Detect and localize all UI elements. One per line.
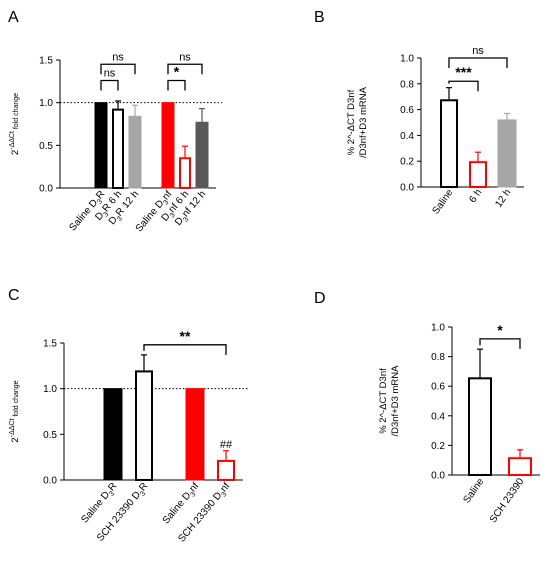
bar-a-5 (179, 157, 191, 189)
y-tick-label-c: 0.5 (43, 430, 57, 441)
bar-c-3 (185, 388, 205, 481)
significance-bracket-c-1 (143, 344, 227, 355)
bar-a-1 (94, 102, 108, 189)
bar-d-1 (468, 377, 492, 477)
significance-label-a-3: * (174, 63, 180, 79)
bar-annotation-c: ## (220, 439, 233, 451)
bar-a-3 (128, 115, 142, 189)
y-tick-label-d: 0.0 (431, 471, 445, 482)
x-tick-label-d-2: SCH 23390 (488, 476, 527, 525)
y-tick-label-c: 0.0 (43, 476, 57, 487)
y-tick-label-b: 0.4 (400, 131, 414, 142)
panel-letter-b: B (314, 9, 325, 26)
significance-label-b-1: *** (455, 64, 472, 80)
bar-a-4 (161, 102, 175, 189)
bar-d-2 (508, 457, 532, 476)
y-tick-label-a: 0.0 (39, 184, 53, 195)
panel-a: A 0.00.51.01.52-ΔΔCt fold changensns*nsS… (8, 9, 222, 235)
panel-letter-c: C (8, 287, 20, 304)
significance-bracket-a-2 (100, 63, 136, 75)
significance-label-a-2: ns (112, 51, 124, 63)
bar-b-3 (497, 119, 517, 188)
y-axis-label-c: 2-ΔΔCt fold change (9, 380, 21, 442)
y-tick-label-d: 0.2 (431, 441, 445, 452)
significance-label-d-1: * (497, 322, 503, 338)
y-tick-label-a: 0.5 (39, 141, 53, 152)
significance-bracket-a-1 (100, 79, 119, 91)
y-tick-label-b: 1.0 (400, 54, 414, 65)
panel-letter-a: A (8, 9, 19, 26)
x-tick-label-b-3: 12 h (493, 187, 513, 209)
significance-bracket-a-4 (167, 63, 203, 75)
significance-bracket-a-3 (167, 79, 186, 91)
bar-a-2 (112, 108, 124, 189)
y-tick-label-d: 1.0 (431, 323, 445, 334)
y-axis-label-d: % 2^-ΔCT D3nf/D3nf+D3 mRNA (378, 365, 401, 437)
x-tick-label-a-1: Saline D3R (67, 189, 108, 235)
y-tick-label-d: 0.6 (431, 382, 445, 393)
x-tick-label-b-2: 6 h (467, 187, 484, 205)
bar-b-2 (469, 161, 487, 188)
panel-letter-d: D (314, 290, 326, 307)
y-tick-label-b: 0.8 (400, 79, 414, 90)
bar-a-6 (195, 121, 209, 189)
significance-bracket-b-2 (448, 57, 508, 68)
panel-d: D 0.0 0.2 0.4 0.6 0.8 1.0 % 2^-ΔCT D3nf/D3nf+D… (314, 290, 540, 525)
significance-bracket-d-1 (479, 338, 521, 349)
y-tick-label-c: 1.0 (43, 384, 57, 395)
significance-label-a-1: ns (104, 67, 116, 79)
y-tick-label-b: 0.2 (400, 157, 414, 168)
y-tick-label-d: 0.8 (431, 352, 445, 363)
x-tick-label-b-1: Saline (430, 187, 455, 216)
panel-c: C 0.00.51.01.52-ΔΔCt fold change##**Sali… (8, 287, 249, 545)
x-tick-label-d-1: Saline (461, 476, 486, 505)
significance-label-a-4: ns (179, 51, 191, 63)
y-tick-label-b: 0.0 (400, 183, 414, 194)
significance-label-c-1: ** (180, 328, 191, 344)
y-tick-label-d: 0.4 (431, 411, 445, 422)
y-axis-label-b: % 2^-ΔCT D3nf/D3nf+D3 mRNA (346, 86, 369, 158)
y-tick-label-c: 1.5 (43, 339, 57, 350)
panel-b: B 0.0 0.2 0.4 0.6 0.8 1.0 % 2^-ΔCT D3nf/D3nf+D… (314, 9, 524, 217)
y-tick-label-a: 1.5 (39, 56, 53, 67)
significance-bracket-b-1 (448, 80, 479, 92)
bar-c-4 (217, 459, 235, 482)
bar-c-2 (135, 370, 153, 481)
bar-c-1 (103, 388, 123, 481)
y-tick-label-a: 1.0 (39, 98, 53, 109)
y-axis-label-a: 2-ΔΔCt fold change (9, 93, 21, 155)
y-tick-label-b: 0.6 (400, 105, 414, 116)
significance-label-b-2: ns (472, 45, 484, 57)
bar-b-1 (440, 99, 458, 188)
